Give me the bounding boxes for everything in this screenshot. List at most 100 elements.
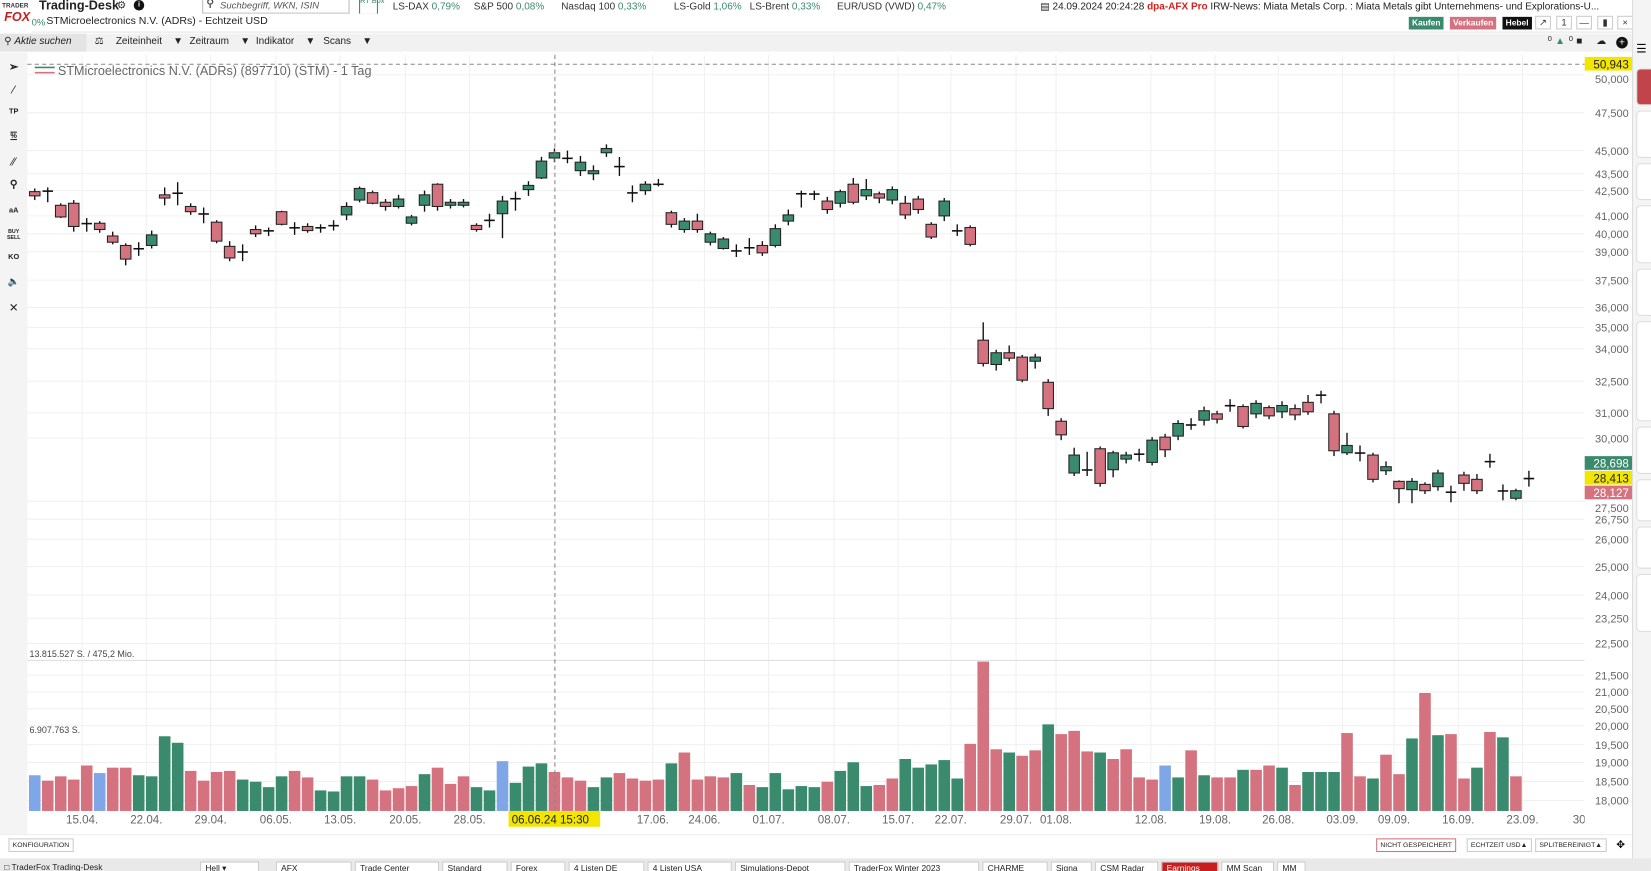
- currency-button[interactable]: ECHTZEIT USD▲: [1466, 838, 1532, 853]
- stock-search-button[interactable]: ⚲ Aktie suchen: [0, 33, 87, 52]
- candle-body: [249, 228, 262, 235]
- cursor-icon[interactable]: ➢: [8, 61, 19, 74]
- volume-bar: [1380, 754, 1392, 811]
- hamburger-menu-icon[interactable]: ☰: [1636, 43, 1647, 56]
- speaker-icon[interactable]: 🔈: [7, 275, 20, 287]
- move-handle-icon[interactable]: ✥: [1616, 839, 1626, 851]
- ticker-sp500[interactable]: S&P 500 0,08%: [474, 1, 544, 13]
- candle: [444, 199, 457, 209]
- menu-scans[interactable]: Scans ▼: [323, 36, 372, 48]
- rt-box-button[interactable]: RT Box: [359, 0, 384, 14]
- parallel-lines-icon[interactable]: ∕∕: [11, 155, 16, 169]
- price-chart[interactable]: STMicroelectronics N.V. (ADRs) (897710) …: [0, 0, 1632, 834]
- ticker-ls-gold[interactable]: LS-Gold 1,06%: [674, 1, 742, 13]
- taskbar-tab[interactable]: 4 Listen DE: [568, 861, 645, 871]
- widget-tile[interactable]: [1636, 205, 1651, 264]
- candle: [184, 203, 197, 215]
- theme-select[interactable]: Hell ▾: [200, 861, 260, 871]
- taskbar-tab[interactable]: AFX: [275, 861, 352, 871]
- gear-icon[interactable]: ⚙: [116, 0, 127, 12]
- ko-tool[interactable]: KO: [8, 253, 20, 262]
- y-tick-label: 50,000: [1595, 74, 1629, 86]
- taskbar-tab[interactable]: CSM Radar: [1095, 861, 1159, 871]
- candle-body: [1120, 454, 1132, 460]
- widget-tile[interactable]: [1636, 479, 1651, 522]
- volume-bar: [340, 776, 353, 811]
- candle: [796, 190, 807, 208]
- candle: [1289, 404, 1301, 421]
- taskbar-tab[interactable]: 4 Listen USA: [647, 861, 732, 871]
- menu-zeiteinheit[interactable]: Zeiteinheit ▼: [116, 36, 183, 48]
- save-status-button[interactable]: NICHT GESPEICHERT: [1376, 838, 1457, 853]
- y-tick-label: 37,500: [1595, 275, 1629, 287]
- sell-button[interactable]: Verkaufen: [1449, 16, 1497, 30]
- ticker-nasdaq100[interactable]: Nasdaq 100 0,33%: [561, 1, 646, 13]
- taskbar-tab[interactable]: Standard: [442, 861, 508, 871]
- ticker-ls-brent[interactable]: LS-Brent 0,33%: [750, 1, 821, 13]
- chevron-down-icon: ▼: [362, 35, 373, 48]
- bell-icon[interactable]: ▲: [1555, 35, 1566, 48]
- widget-tile[interactable]: [1636, 573, 1651, 632]
- zoom-icon[interactable]: ⚲: [9, 179, 18, 191]
- taskbar-tab[interactable]: Trade Center: [354, 861, 440, 871]
- tp-tool[interactable]: TP: [8, 108, 19, 116]
- taskbar-tab[interactable]: MM: [1277, 861, 1306, 871]
- popout-icon[interactable]: ↗: [1535, 15, 1551, 30]
- candle: [938, 198, 951, 222]
- news-ticker[interactable]: ▤ 24.09.2024 20:24:28 dpa-AFX Pro IRW-Ne…: [1040, 1, 1599, 13]
- price-tag-label: 28,698: [1593, 459, 1628, 471]
- y-tick-label: 41,000: [1595, 211, 1629, 223]
- window-count-button[interactable]: 1: [1556, 15, 1572, 30]
- minimize-icon[interactable]: —: [1576, 15, 1592, 30]
- folder-icon[interactable]: ■: [1576, 35, 1583, 48]
- taskbar-tab[interactable]: Signa: [1050, 861, 1092, 871]
- add-icon[interactable]: +: [1616, 36, 1628, 49]
- taskbar-tab[interactable]: Earnings: [1161, 861, 1219, 871]
- buy-sell-tool[interactable]: BUY SELL: [0, 229, 27, 242]
- cloud-upload-icon[interactable]: ☁: [1596, 35, 1607, 48]
- info-icon[interactable]: i: [133, 0, 145, 11]
- menu-zeitraum[interactable]: Zeitraum ▼: [190, 36, 251, 48]
- chevron-down-icon: ▼: [305, 35, 316, 48]
- ticker-ls-dax[interactable]: LS-DAX 0,79%: [393, 1, 460, 13]
- ticker-change: 0,47%: [917, 1, 946, 13]
- volume-bar: [626, 778, 639, 811]
- chart-toolbar: ⚲ Aktie suchen ⚖ Zeiteinheit ▼ Zeitraum …: [0, 33, 1632, 52]
- candle: [886, 186, 899, 205]
- ticker-eurusd[interactable]: EUR/USD (VWD) 0,47%: [837, 1, 946, 13]
- y-tick-label: 20,000: [1595, 721, 1629, 733]
- trash-icon[interactable]: ▮: [1597, 15, 1614, 30]
- delete-drawings-icon[interactable]: ✕: [8, 302, 19, 315]
- widget-tile[interactable]: [1636, 163, 1651, 201]
- taskbar-tab[interactable]: TraderFox Winter 2023: [848, 861, 980, 871]
- widget-tile[interactable]: [1636, 68, 1651, 106]
- taskbar-tab[interactable]: Simulations-Depot: [734, 861, 846, 871]
- widget-tile[interactable]: [1636, 426, 1651, 474]
- search-icon: ⚲: [4, 35, 12, 48]
- widget-tile[interactable]: [1636, 321, 1651, 422]
- taskbar-tab[interactable]: Forex: [510, 861, 566, 871]
- widget-tile[interactable]: [1636, 110, 1651, 158]
- candle: [328, 220, 339, 231]
- taskbar-tab[interactable]: CHARME: [982, 861, 1048, 871]
- buy-button[interactable]: Kaufen: [1408, 16, 1444, 30]
- volume-bar: [1419, 692, 1431, 811]
- candle: [1302, 394, 1314, 415]
- price-axis[interactable]: 50,000 47,500 45,000 43,500 42,500 41,000 40,0…: [1584, 52, 1632, 835]
- volume-bar: [990, 749, 1003, 811]
- volume-bar: [509, 782, 522, 811]
- widget-tile[interactable]: [1636, 268, 1651, 316]
- global-search-input[interactable]: ⚲ Suchbegriff, WKN, ISIN: [202, 0, 350, 14]
- leverage-button[interactable]: Hebel: [1502, 16, 1532, 30]
- text-tool[interactable]: aA: [8, 207, 19, 215]
- candle: [1237, 404, 1249, 429]
- configuration-button[interactable]: KONFIGURATION: [8, 838, 74, 853]
- taskbar-window[interactable]: □ TraderFox Trading-Desk: [0, 861, 107, 871]
- trendline-icon[interactable]: ∕: [12, 84, 15, 97]
- widget-tile[interactable]: [1636, 526, 1651, 569]
- percent-tool[interactable]: %: [10, 132, 17, 141]
- candle: [587, 165, 600, 181]
- menu-indikator[interactable]: Indikator ▼: [256, 36, 315, 48]
- split-adjusted-button[interactable]: SPLITBEREINIGT▲: [1535, 838, 1607, 853]
- taskbar-tab[interactable]: MM Scan: [1221, 861, 1275, 871]
